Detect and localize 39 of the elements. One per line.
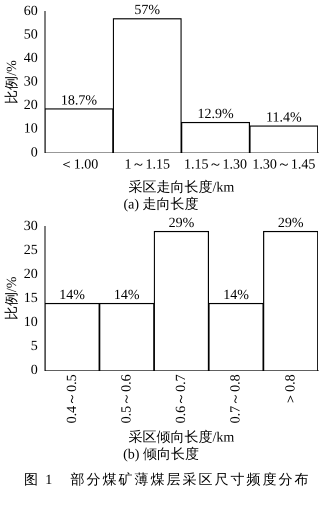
x-tick-label: 1～1.15: [124, 158, 170, 173]
y-tick-label: 25: [24, 243, 38, 258]
x-axis-title: 采区走向长度/km: [128, 179, 234, 196]
x-tick-label: 0.6～0.7: [174, 374, 190, 424]
data-label: 29%: [278, 216, 304, 231]
y-tick-label: 30: [24, 219, 38, 234]
y-tick-label: 5: [30, 339, 38, 354]
y-tick-label: 10: [24, 315, 38, 330]
y-tick-label: 40: [24, 51, 38, 66]
data-label: 57%: [134, 3, 160, 18]
text: (b) 倾向长度: [123, 446, 199, 462]
text: (a) 走向长度: [123, 196, 199, 212]
y-axis-title: 比例/%: [4, 276, 20, 320]
x-tick-label: 1.15～1.30: [184, 158, 248, 173]
y-tick-label: 50: [24, 28, 38, 43]
x-tick-label: 0.7～0.8: [228, 374, 244, 424]
y-tick-label: 60: [24, 4, 38, 20]
y-tick-label: 15: [24, 291, 38, 306]
y-tick-label: 10: [24, 122, 38, 137]
data-label: 18.7%: [60, 93, 98, 108]
x-tick-label: ＞0.8: [283, 374, 298, 406]
data-label: 14%: [223, 288, 250, 303]
y-tick-label: 0: [30, 145, 38, 160]
data-label: 29%: [168, 216, 195, 231]
x-tick-label: 1.30～1.45: [252, 158, 316, 173]
data-label: 12.9%: [197, 106, 234, 122]
x-tick-label: 0.5～0.6: [119, 374, 134, 424]
caption: 图 1 部分煤矿薄煤层采区尺寸频度分布: [22, 471, 312, 489]
x-tick-label: 0.4～0.5: [64, 374, 80, 424]
y-tick-label: 20: [24, 267, 38, 282]
data-label: 14%: [114, 288, 140, 303]
y-tick-label: 0: [30, 363, 38, 378]
y-tick-label: 30: [24, 74, 38, 90]
y-tick-label: 20: [24, 98, 38, 114]
x-tick-label: ＜1.00: [60, 158, 98, 173]
y-axis-title: 比例/%: [4, 60, 20, 104]
data-label: 14%: [59, 288, 86, 303]
x-axis-title: 采区倾向长度/km: [128, 429, 234, 446]
data-label: 11.4%: [266, 110, 302, 126]
